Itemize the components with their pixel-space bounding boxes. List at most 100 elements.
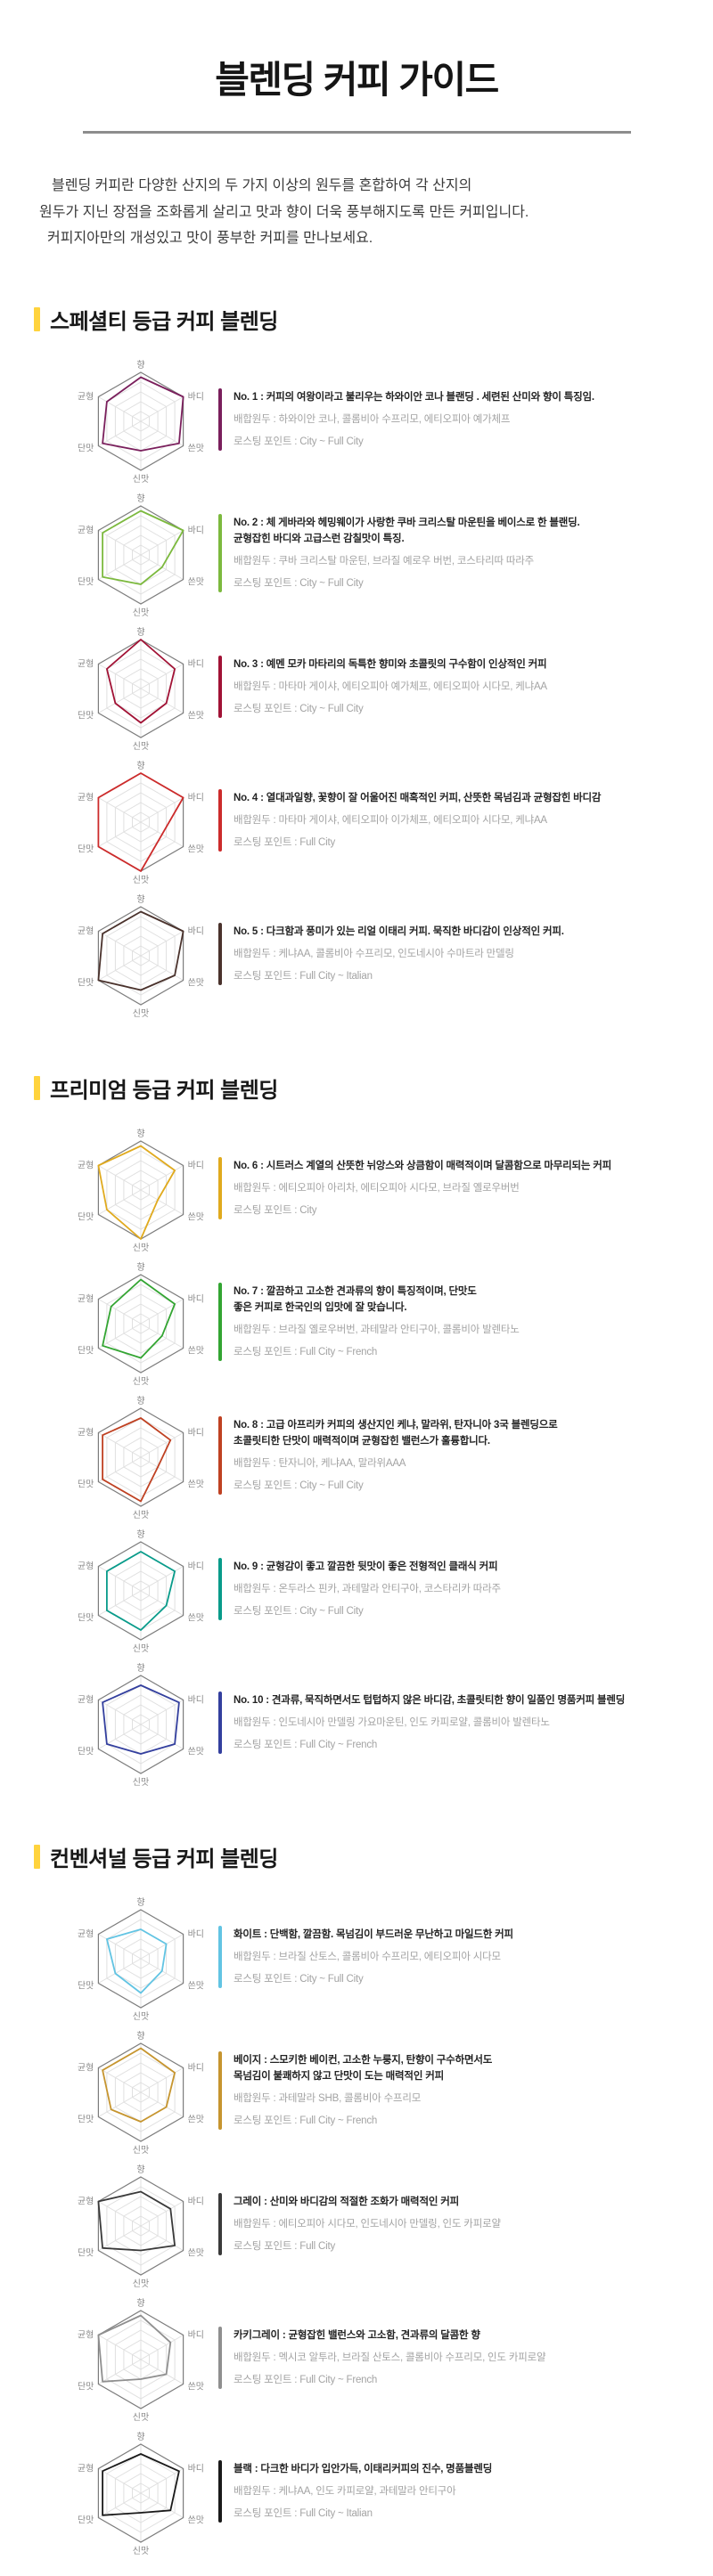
blend-info-text: No. 2 : 체 게바라와 헤밍웨이가 사랑한 쿠바 크리스탈 마운틴을 베이… xyxy=(222,514,580,592)
intro-line: 커피지아만의 개성있고 맛이 풍부한 커피를 만나보세요. xyxy=(47,231,373,247)
blend-item: 향 바디 쓴맛 신맛 단맛 균형 No. 8 : 고급 아프리카 커피의 생산지인 케냐,… xyxy=(0,1389,713,1522)
blend-beans: 배합원두 : 인도네시아 만델링 가요마운틴, 인도 카피로얄, 콜롬비아 발렌… xyxy=(234,1716,550,1728)
radar-axis-label: 단맛 xyxy=(78,443,94,453)
radar-series xyxy=(97,910,184,991)
blend-title: 화이트 : 단백함, 깔끔함. 목넘김이 부드러운 무난하고 마일드한 커피 xyxy=(234,1928,513,1940)
radar-spoke xyxy=(98,1565,142,1592)
radar-grid-ring xyxy=(114,1561,168,1621)
grade-section: 컨벤셔널 등급 커피 블렌딩 향 바디 쓴맛 신맛 단맛 균형 화이트 : 단백함, 깔끔… xyxy=(0,1841,713,2558)
blend-info: No. 5 : 다크함과 풍미가 있는 리얼 이태리 커피. 묵직한 바디감이 … xyxy=(218,922,564,985)
radar-spoke xyxy=(98,1958,142,1984)
blend-roast: 로스팅 포인트 : Full City xyxy=(234,2240,335,2252)
radar-spoke xyxy=(98,2225,142,2251)
blend-title: No. 6 : 시트러스 계열의 산뜻한 뉘앙스와 상큼함이 매력적이며 달콤함… xyxy=(234,1160,611,1171)
radar-axis-label: 쓴맛 xyxy=(188,1746,204,1757)
radar-grid-ring xyxy=(123,1570,159,1611)
radar-axis-label: 신맛 xyxy=(133,2145,149,2156)
blend-item: 향 바디 쓴맛 신맛 단맛 균형 블랙 : 다크한 바디가 입안가득, 이태리커피의 진수… xyxy=(0,2425,713,2558)
blend-info-text: No. 3 : 예멘 모카 마타리의 독특한 향미와 초콜릿의 구수함이 인상적… xyxy=(222,656,547,718)
section-heading-text: 스페셜티 등급 커피 블렌딩 xyxy=(50,309,278,334)
blend-roast: 로스팅 포인트 : City ~ Full City xyxy=(234,436,364,447)
blend-accent-bar xyxy=(218,1691,222,1754)
blend-info-text: No. 1 : 커피의 여왕이라고 불리우는 하와이안 코나 블랜딩 . 세련된… xyxy=(222,388,594,451)
blend-accent-bar xyxy=(218,655,222,718)
radar-spoke xyxy=(98,2067,142,2093)
radar-axis-label: 향 xyxy=(136,1129,144,1139)
radar-axis-label: 균형 xyxy=(78,391,94,402)
blend-item: 향 바디 쓴맛 신맛 단맛 균형 No. 1 : 커피의 여왕이라고 불리우는 하와이안 … xyxy=(0,353,713,486)
radar-grid-ring xyxy=(123,534,159,575)
blend-title: No. 3 : 예멘 모카 마타리의 독특한 향미와 초콜릿의 구수함이 인상적… xyxy=(234,658,547,670)
radar-grid-ring xyxy=(106,2319,176,2400)
radar-spoke xyxy=(140,1699,184,1725)
blend-accent-bar xyxy=(218,1282,222,1361)
radar-axis-label: 단맛 xyxy=(78,977,94,988)
blend-beans: 배합원두 : 멕시코 알투라, 브라질 산토스, 콜롬비아 수프리모, 인도 카… xyxy=(234,2352,546,2363)
radar-grid-ring xyxy=(114,1160,168,1220)
blend-roast: 로스팅 포인트 : Full City ~ French xyxy=(234,2115,378,2126)
radar-axis-label: 쓴맛 xyxy=(188,2114,204,2124)
radar-spoke xyxy=(98,1164,142,1191)
blend-beans: 배합원두 : 케냐AA, 콜롬비아 수프리모, 인도네시아 수마트라 만델링 xyxy=(234,948,514,959)
radar-series xyxy=(102,1416,172,1503)
radar-spoke xyxy=(140,1933,184,1960)
blend-title: No. 7 : 깔끔하고 고소한 견과류의 향이 특징적이며, 단맛도 좋은 커… xyxy=(234,1285,477,1313)
radar-spoke xyxy=(140,2067,184,2093)
radar-spoke xyxy=(140,930,184,957)
radar-grid-ring xyxy=(132,2349,150,2370)
blend-info: 블랙 : 다크한 바디가 입안가득, 이태리커피의 진수, 명품블렌딩 배합원두… xyxy=(218,2459,492,2523)
blend-roast: 로스팅 포인트 : City ~ Full City xyxy=(234,577,364,589)
radar-grid-ring xyxy=(123,2072,159,2113)
radar-axis-label: 균형 xyxy=(78,1694,94,1705)
page-title: 블렌딩 커피 가이드 xyxy=(215,59,499,101)
radar-spoke xyxy=(98,1456,142,1482)
radar-spoke xyxy=(98,529,142,556)
radar-spoke xyxy=(98,688,142,713)
radar-axis-label: 향 xyxy=(136,493,144,504)
radar-grid-ring xyxy=(123,935,159,976)
blend-accent-bar xyxy=(218,2192,222,2255)
radar-axis-label: 바디 xyxy=(188,658,204,669)
blend-accent-bar xyxy=(218,2326,222,2389)
radar-axis-label: 단맛 xyxy=(78,1345,94,1356)
radar-chart: 향 바디 쓴맛 신맛 단맛 균형 xyxy=(0,2024,218,2157)
blend-roast: 로스팅 포인트 : Full City ~ Italian xyxy=(234,970,373,982)
radar-axis-label: 쓴맛 xyxy=(188,844,204,854)
radar-spoke xyxy=(98,955,142,981)
radar-grid-ring xyxy=(106,916,176,996)
radar-spoke xyxy=(98,2091,142,2117)
blend-beans: 배합원두 : 마타마 게이샤, 에티오피아 이가체프, 에티오피아 시다모, 케… xyxy=(234,814,547,826)
radar-axis-label: 바디 xyxy=(188,2463,204,2474)
radar-axis-label: 단맛 xyxy=(78,1612,94,1623)
radar-axis-label: 향 xyxy=(136,360,144,371)
radar-axis-label: 바디 xyxy=(188,2329,204,2340)
blend-title: No. 2 : 체 게바라와 헤밍웨이가 사랑한 쿠바 크리스탈 마운틴을 베이… xyxy=(234,517,580,544)
blend-info: No. 7 : 깔끔하고 고소한 견과류의 향이 특징적이며, 단맛도 좋은 커… xyxy=(218,1282,520,1361)
radar-spoke xyxy=(98,2467,142,2494)
radar-outer-ring xyxy=(97,1675,184,1774)
radar-grid-ring xyxy=(114,1427,168,1488)
radar-axis-label: 바디 xyxy=(188,1160,204,1170)
blend-roast: 로스팅 포인트 : City ~ Full City xyxy=(234,703,364,714)
blend-item: 향 바디 쓴맛 신맛 단맛 균형 No. 3 : 예멘 모카 마타리의 독특한 향미와 초… xyxy=(0,620,713,754)
blend-item: 향 바디 쓴맛 신맛 단맛 균형 베이지 : 스모키한 베이컨, 고소한 누룽지, 탄향이… xyxy=(0,2024,713,2157)
radar-grid-ring xyxy=(114,1293,168,1354)
radar-series xyxy=(102,2452,180,2516)
radar-spoke xyxy=(98,1933,142,1960)
blend-item: 향 바디 쓴맛 신맛 단맛 균형 그레이 : 산미와 바디감의 적절한 조화가 매력적인 … xyxy=(0,2157,713,2291)
radar-spoke xyxy=(98,1724,142,1749)
radar-axis-label: 신맛 xyxy=(133,474,149,485)
radar-axis-label: 단맛 xyxy=(78,2381,94,2392)
blend-accent-bar xyxy=(218,788,222,852)
radar-axis-label: 신맛 xyxy=(133,875,149,885)
radar-grid-ring xyxy=(132,945,150,966)
radar-axis-label: 바디 xyxy=(188,391,204,402)
radar-spoke xyxy=(98,930,142,957)
radar-axis-label: 향 xyxy=(136,627,144,638)
radar-spoke xyxy=(98,395,142,422)
